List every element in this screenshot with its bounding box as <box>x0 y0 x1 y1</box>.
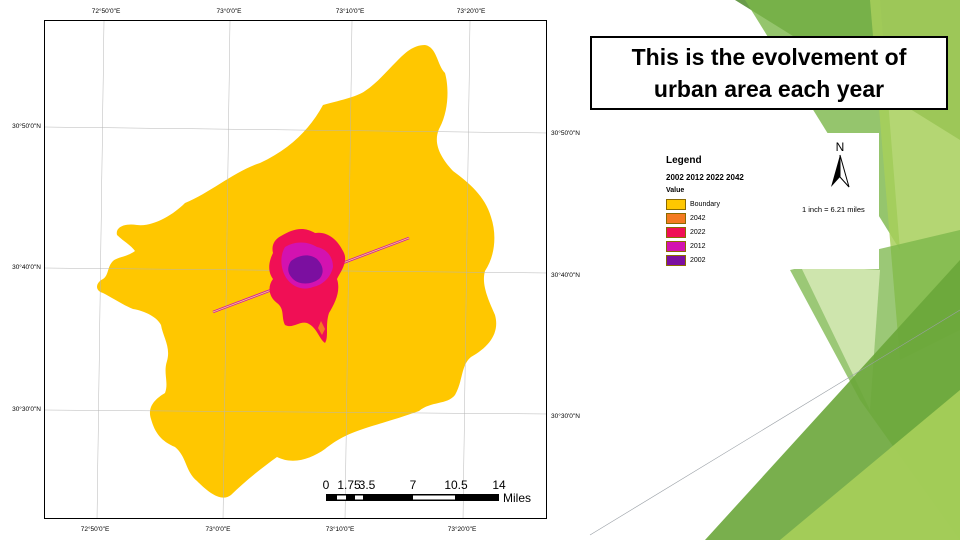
map-frame[interactable]: 0 1.75 3.5 7 10.5 14 Miles <box>44 20 547 519</box>
legend-field: Value <box>666 187 685 194</box>
coord-top-4: 73°20'0"E <box>456 8 486 15</box>
legend-title: Legend <box>666 155 702 166</box>
coord-left-1: 30°50'0"N <box>12 123 41 130</box>
urban-2042 <box>318 321 325 335</box>
swatch-boundary <box>666 199 686 210</box>
legend-item-2042: 2042 <box>666 213 706 224</box>
scale-unit: Miles <box>503 491 531 505</box>
coord-top-3: 73°10'0"E <box>335 8 365 15</box>
legend-item-2012: 2012 <box>666 241 706 252</box>
coord-right-2: 30°40'0"N <box>551 272 580 279</box>
north-arrow-icon: N <box>831 140 850 188</box>
legend-item-2002: 2002 <box>666 255 706 266</box>
scale-tick-4: 10.5 <box>444 478 468 492</box>
legend-item-2022: 2022 <box>666 227 706 238</box>
coord-left-3: 30°30'0"N <box>12 406 41 413</box>
scale-tick-1: 1.75 <box>337 478 361 492</box>
scale-tick-3: 7 <box>410 478 417 492</box>
swatch-2042 <box>666 213 686 224</box>
legend-item-boundary: Boundary <box>666 199 720 210</box>
legend-label-2002: 2002 <box>690 257 706 264</box>
coord-right-3: 30°30'0"N <box>551 413 580 420</box>
legend-label-boundary: Boundary <box>690 201 720 208</box>
swatch-2012 <box>666 241 686 252</box>
legend-panel[interactable]: Legend 2002 2012 2022 2042 Value Boundar… <box>660 133 879 269</box>
map-canvas: 0 1.75 3.5 7 10.5 14 Miles <box>45 21 546 518</box>
swatch-2002 <box>666 255 686 266</box>
swatch-2022 <box>666 227 686 238</box>
scale-tick-2: 3.5 <box>359 478 376 492</box>
deco-line <box>589 309 960 536</box>
scale-tick-5: 14 <box>492 478 506 492</box>
coord-top-2: 73°0'0"E <box>216 8 242 15</box>
legend-label-2042: 2042 <box>690 215 706 222</box>
slide-title: This is the evolvement of urban area eac… <box>631 44 907 102</box>
legend-layer-name: 2002 2012 2022 2042 <box>666 173 744 182</box>
coord-right-1: 30°50'0"N <box>551 130 580 137</box>
coord-bottom-3: 73°10'0"E <box>325 526 355 533</box>
coord-bottom-1: 72°50'0"E <box>80 526 110 533</box>
north-label: N <box>836 140 845 154</box>
deco-triangle-bottom <box>780 390 960 540</box>
scale-tick-0: 0 <box>323 478 330 492</box>
urban-2002 <box>288 255 323 284</box>
coord-left-2: 30°40'0"N <box>12 264 41 271</box>
scale-ratio-text: 1 inch = 6.21 miles <box>802 205 865 214</box>
scale-bar: 0 1.75 3.5 7 10.5 14 Miles <box>323 478 531 505</box>
legend-label-2022: 2022 <box>690 229 706 236</box>
coord-bottom-4: 73°20'0"E <box>447 526 477 533</box>
coord-top-1: 72°50'0"E <box>91 8 121 15</box>
legend-label-2012: 2012 <box>690 243 706 250</box>
slide-title-box[interactable]: This is the evolvement of urban area eac… <box>590 36 948 110</box>
coord-bottom-2: 73°0'0"E <box>205 526 231 533</box>
